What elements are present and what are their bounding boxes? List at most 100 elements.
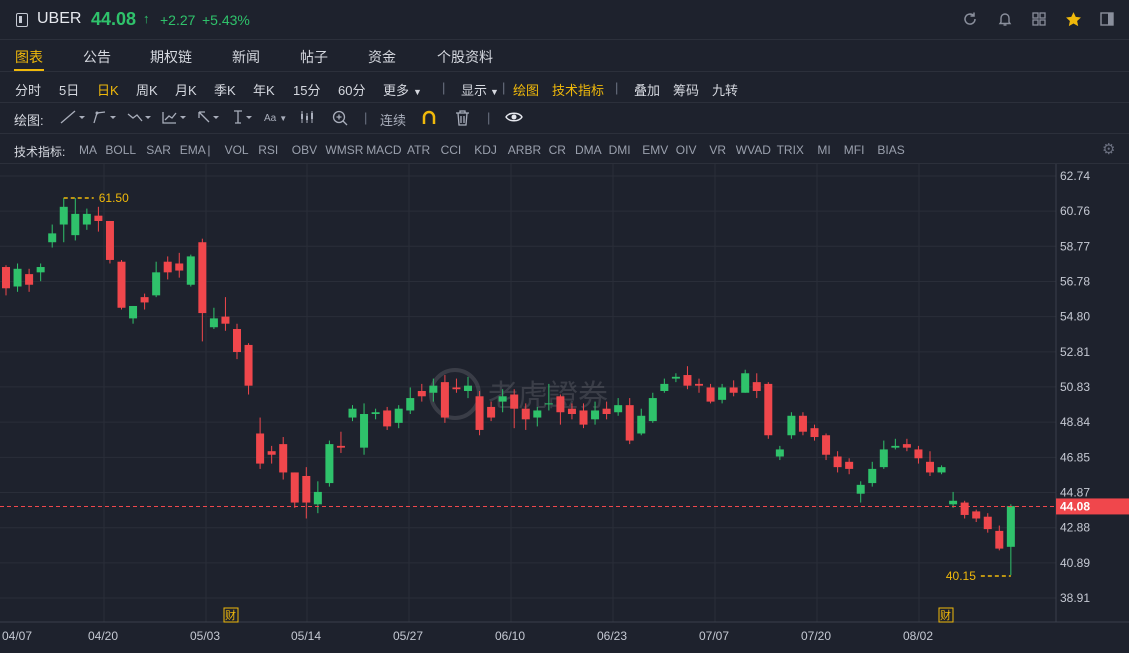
period-month[interactable]: 月K [175, 83, 197, 98]
continuous-draw-toggle[interactable]: 连续 [380, 113, 407, 128]
candle-body [371, 412, 380, 415]
indicator-macd[interactable]: MACD [366, 143, 402, 157]
candle-body [325, 444, 334, 484]
magnet-icon[interactable] [421, 110, 437, 129]
indicator-oiv[interactable]: OIV [675, 143, 697, 157]
price-up-arrow-icon: ↑ [143, 11, 150, 26]
x-tick-label: 07/07 [699, 629, 729, 643]
period-quarter[interactable]: 季K [214, 83, 236, 98]
candle-body [487, 406, 496, 418]
tab-profile[interactable]: 个股资料 [437, 49, 493, 65]
display-menu[interactable]: 显示 ▼ [461, 80, 499, 99]
indicator-kdj[interactable]: KDJ [474, 143, 497, 157]
candle-body [521, 408, 530, 420]
candle-body [810, 428, 819, 438]
indicator-dmi[interactable]: DMI [608, 143, 631, 157]
x-tick-label: 08/02 [903, 629, 933, 643]
candle-body [129, 305, 138, 319]
candle-body [926, 461, 934, 473]
period-15min[interactable]: 15分 [293, 83, 321, 98]
period-more[interactable]: 更多 ▼ [383, 80, 422, 99]
indicator-vol[interactable]: VOL [224, 143, 249, 157]
eye-icon[interactable] [505, 110, 523, 127]
x-tick-label: 06/23 [597, 629, 627, 643]
nine-turn-button[interactable]: 九转 [712, 83, 739, 98]
indicator-obv[interactable]: OBV [291, 143, 318, 157]
sidebar-icon[interactable] [1098, 11, 1116, 29]
earnings-marker-icon [938, 607, 954, 623]
arrow-tool-icon[interactable] [197, 110, 223, 127]
indicator-wmsr[interactable]: WMSR [325, 143, 364, 157]
polyline-icon[interactable] [92, 110, 118, 127]
candle-body [233, 329, 241, 353]
tab-news[interactable]: 新闻 [232, 49, 260, 65]
indicator-arbr[interactable]: ARBR [507, 143, 542, 157]
overlay-button[interactable]: 叠加 [634, 83, 661, 98]
indicator-boll[interactable]: BOLL [105, 143, 137, 157]
indicator-cci[interactable]: CCI [440, 143, 462, 157]
period-intraday[interactable]: 分时 [15, 83, 42, 98]
max-price-label: 61.50 [99, 191, 129, 205]
trendline-icon[interactable] [60, 110, 86, 127]
chips-button[interactable]: 筹码 [673, 83, 700, 98]
grid-icon[interactable] [1030, 11, 1048, 29]
candle-body [822, 435, 831, 455]
indicator-emv[interactable]: EMV [642, 143, 669, 157]
candlestick-chart[interactable]: 62.74 60.76 58.77 56.78 54.80 52.81 50.83 48.84… [0, 164, 1129, 653]
tab-announcements[interactable]: 公告 [83, 49, 111, 65]
candle-body [556, 396, 565, 413]
candle-body [152, 272, 161, 296]
candle-body [117, 261, 126, 308]
fibonacci-icon[interactable] [162, 110, 188, 127]
trash-icon[interactable] [455, 110, 470, 129]
candle-body [949, 500, 958, 505]
main-tabs: 图表 公告 期权链 新闻 帖子 资金 个股资料 [0, 40, 1129, 72]
indicator-mfi[interactable]: MFI [843, 143, 865, 157]
indicators-toggle[interactable]: 技术指标 [552, 83, 605, 98]
earnings-marker-icon [223, 607, 239, 623]
symbol-card-icon[interactable] [16, 13, 28, 27]
indicator-trix[interactable]: TRIX [776, 143, 804, 157]
indicator-vr[interactable]: VR [709, 143, 727, 157]
candle-body [671, 376, 680, 379]
zoom-icon[interactable] [332, 110, 348, 129]
candle-body [429, 385, 438, 393]
period-60min[interactable]: 60分 [338, 83, 366, 98]
text-tool-icon[interactable]: Aa ▼ [264, 113, 287, 124]
y-tick-label: 44.87 [1060, 485, 1090, 499]
x-tick-label: 06/10 [495, 629, 525, 643]
tab-chart[interactable]: 图表 [15, 49, 43, 65]
candle-body [475, 396, 484, 430]
period-5d[interactable]: 5日 [59, 83, 80, 98]
indicator-wvad[interactable]: WVAD [735, 143, 771, 157]
star-icon[interactable] [1064, 11, 1082, 29]
indicator-bias[interactable]: BIAS [877, 143, 905, 157]
tab-posts[interactable]: 帖子 [300, 49, 328, 65]
indicator-atr[interactable]: ATR [407, 143, 431, 157]
candle-body [995, 530, 1004, 549]
text-cursor-icon[interactable] [232, 110, 258, 127]
tab-capital[interactable]: 资金 [368, 49, 396, 65]
candle-body [625, 405, 634, 441]
candle-body [498, 396, 507, 402]
period-day[interactable]: 日K [97, 83, 119, 98]
tab-options-chain[interactable]: 期权链 [150, 49, 192, 65]
period-week[interactable]: 周K [136, 83, 158, 98]
gear-icon[interactable]: ⚙ [1102, 141, 1116, 158]
wave-tool-icon[interactable] [127, 110, 153, 127]
indicator-sar[interactable]: SAR [146, 143, 171, 157]
indicator-ema[interactable]: EMA [179, 143, 206, 157]
indicator-rsi[interactable]: RSI [258, 143, 279, 157]
y-tick-label: 54.80 [1060, 310, 1090, 324]
candle-tool-icon[interactable] [299, 110, 315, 127]
bell-icon[interactable] [996, 11, 1014, 29]
x-tick-label: 05/27 [393, 629, 423, 643]
price-change-percent: +5.43% [202, 12, 250, 28]
refresh-icon[interactable] [961, 11, 979, 29]
indicator-cr[interactable]: CR [548, 143, 566, 157]
indicator-dma[interactable]: DMA [575, 143, 602, 157]
indicator-mi[interactable]: MI [817, 143, 831, 157]
draw-toggle[interactable]: 绘图 [513, 83, 540, 98]
period-year[interactable]: 年K [253, 83, 275, 98]
indicator-ma[interactable]: MA [79, 143, 97, 157]
